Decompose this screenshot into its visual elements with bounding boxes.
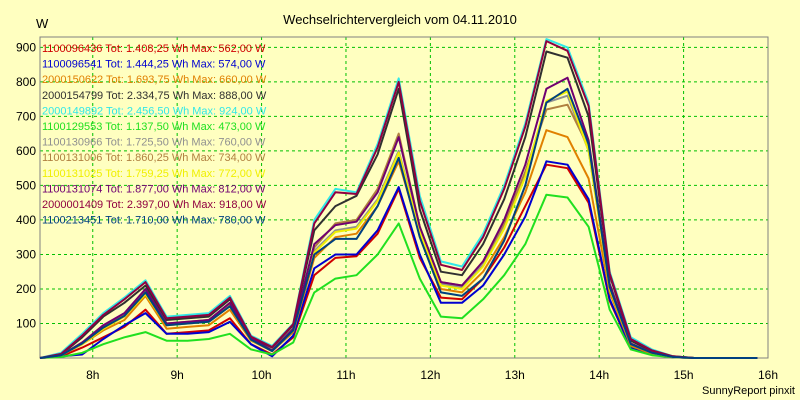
y-axis-unit: W: [36, 16, 49, 31]
legend-entry: 1100096541 Tot: 1.444,25 Wh Max: 574,00 …: [42, 59, 266, 71]
x-tick-label: 11h: [336, 368, 355, 382]
x-tick-label: 13h: [505, 368, 525, 382]
y-tick-label: 100: [16, 316, 36, 330]
y-tick-label: 400: [16, 213, 36, 227]
legend-entry: 2000149892 Tot: 2.456,50 Wh Max: 924,00 …: [42, 105, 267, 117]
legend-entry: 1100213451 Tot: 1.710,00 Wh Max: 780,00 …: [42, 215, 266, 227]
y-tick-label: 300: [16, 247, 36, 261]
credit-text: SunnyReport pinxit: [702, 385, 795, 397]
series-line: [39, 40, 758, 359]
y-tick-label: 500: [16, 178, 36, 192]
series-line: [39, 87, 758, 359]
chart-title: Wechselrichtervergleich vom 04.11.2010: [283, 12, 517, 27]
series-line: [39, 50, 758, 359]
grid: [40, 37, 769, 358]
legend-entry: 2000154799 Tot: 2.334,75 Wh Max: 888,00 …: [42, 90, 267, 102]
y-tick-label: 800: [16, 75, 36, 89]
legend-entry: 1100131074 Tot: 1.877,00 Wh Max: 812,00 …: [42, 183, 266, 195]
x-axis: 8h 9h 10h 11h 12h 13h 14h 15h 16h: [86, 368, 778, 382]
legend-entry: 1100129553 Tot: 1.137,50 Wh Max: 473,00 …: [42, 121, 266, 133]
y-axis: 100 200 300 400 500 600 700 800 900: [16, 40, 36, 330]
series-line: [39, 193, 758, 359]
legend-entry: 1100096436 Tot: 1.408,25 Wh Max: 562,00 …: [42, 43, 266, 55]
y-tick-label: 900: [16, 40, 36, 54]
plot-area: [39, 36, 769, 359]
x-tick-label: 12h: [420, 368, 440, 382]
legend-entry: 2000150622 Tot: 1.693,75 Wh Max: 660,00 …: [42, 74, 267, 86]
legend-entry: 1100131025 Tot: 1.759,25 Wh Max: 772,00 …: [42, 168, 266, 180]
x-tick-label: 15h: [674, 368, 694, 382]
y-tick-label: 700: [16, 109, 36, 123]
x-tick-label: 8h: [86, 368, 99, 382]
y-tick-label: 600: [16, 144, 36, 158]
x-tick-label: 16h: [758, 368, 778, 382]
x-tick-label: 9h: [170, 368, 183, 382]
x-tick-label: 10h: [252, 368, 272, 382]
legend: 1100096436 Tot: 1.408,25 Wh Max: 562,00 …: [42, 43, 267, 227]
series-lines: [39, 38, 758, 359]
legend-entry: 2000001409 Tot: 2.397,00 Wh Max: 918,00 …: [42, 199, 267, 211]
series-line: [39, 160, 758, 359]
legend-entry: 1100130966 Tot: 1.725,50 Wh Max: 760,00 …: [42, 137, 266, 149]
x-tick-label: 14h: [589, 368, 609, 382]
y-tick-label: 200: [16, 282, 36, 296]
legend-entry: 1100131006 Tot: 1.860,25 Wh Max: 734,00 …: [42, 152, 266, 164]
